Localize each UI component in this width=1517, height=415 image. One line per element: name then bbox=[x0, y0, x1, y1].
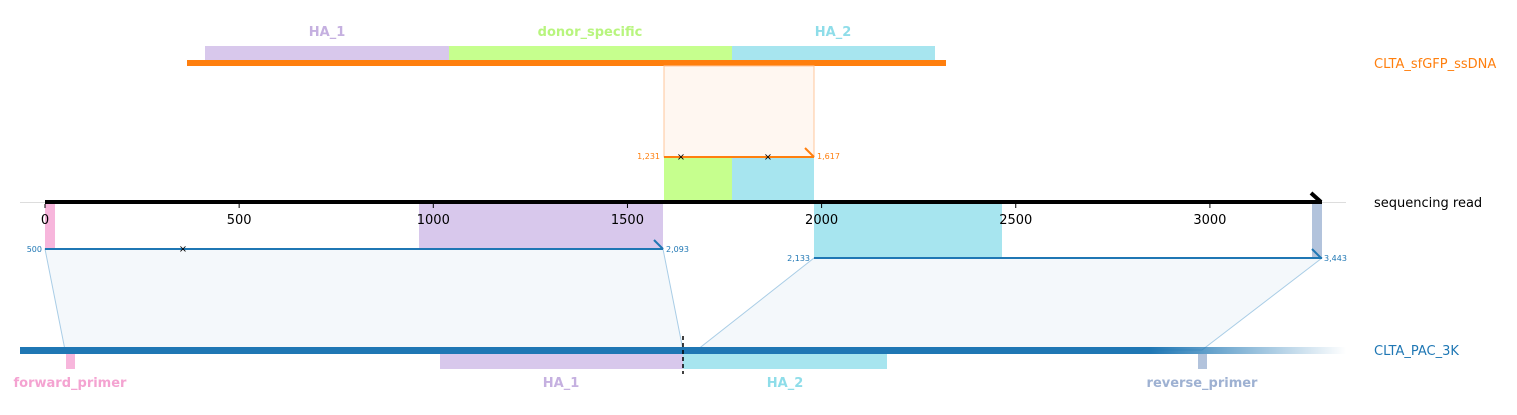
read-axis-tick-label: 1500 bbox=[611, 213, 644, 228]
target-feature-label-reverse-primer: reverse_primer bbox=[1147, 376, 1259, 391]
donor-alignment: × × 1,231 1,617 bbox=[637, 65, 840, 202]
target-feature-label-forward-primer: forward_primer bbox=[14, 376, 128, 391]
read-axis-tick-label: 0 bbox=[41, 213, 49, 228]
read-feature-forward-primer bbox=[45, 204, 55, 249]
read-axis-tick-label: 2500 bbox=[999, 213, 1032, 228]
target-alignment-2-shade bbox=[695, 257, 1324, 351]
donor-feature-label-ha1: HA_1 bbox=[309, 25, 346, 40]
donor-feature-label-donor-specific: donor_specific bbox=[538, 25, 643, 40]
read-arrowhead bbox=[1309, 191, 1323, 204]
read-feature-ha1 bbox=[419, 204, 663, 249]
read-axis-tick-label: 3000 bbox=[1193, 213, 1226, 228]
target-alignments: × 500 2,093 2,133 3,443 bbox=[27, 239, 1347, 351]
donor-reference-line bbox=[187, 60, 946, 66]
read-track: 0 500 1000 1500 2000 2500 3000 sequencing read bbox=[20, 191, 1482, 258]
donor-alignment-start-label: 1,231 bbox=[637, 152, 660, 161]
target-feature-forward-primer bbox=[66, 354, 75, 369]
donor-alignment-shade bbox=[663, 65, 815, 158]
read-feature-ha2 bbox=[814, 204, 1002, 258]
target-alignment-1-start-label: 500 bbox=[27, 245, 42, 254]
read-feature-ha2-donor bbox=[732, 157, 814, 202]
target-alignment-1-shade bbox=[44, 248, 684, 351]
read-feature-donor-specific bbox=[664, 157, 732, 202]
target-feature-ha1 bbox=[440, 354, 683, 369]
target-feature-label-ha1: HA_1 bbox=[543, 376, 580, 391]
target-alignment-2-end-label: 3,443 bbox=[1324, 254, 1347, 263]
target-alignment-2-end-tick bbox=[1311, 248, 1322, 259]
target-reference-line-fade bbox=[1150, 347, 1346, 354]
target-alignment-1-mismatch: × bbox=[179, 244, 187, 255]
donor-feature-label-ha2: HA_2 bbox=[815, 25, 852, 40]
donor-feature-ha1 bbox=[205, 46, 449, 60]
donor-alignment-mismatch: × bbox=[764, 152, 772, 163]
target-reference-line bbox=[20, 347, 1150, 354]
target-alignment-1-end-tick bbox=[653, 239, 664, 250]
target-feature-reverse-primer bbox=[1198, 354, 1207, 369]
target-track-label: CLTA_PAC_3K bbox=[1374, 344, 1459, 359]
donor-alignment-end-label: 1,617 bbox=[817, 152, 840, 161]
target-track: forward_primer HA_1 HA_2 reverse_primer … bbox=[14, 336, 1459, 391]
donor-alignment-end-tick bbox=[804, 147, 815, 158]
donor-alignment-mismatch: × bbox=[677, 152, 685, 163]
donor-track-label: CLTA_sfGFP_ssDNA bbox=[1374, 57, 1496, 72]
read-feature-reverse-primer bbox=[1312, 204, 1322, 258]
read-axis-tick-label: 500 bbox=[227, 213, 252, 228]
target-feature-label-ha2: HA_2 bbox=[767, 376, 804, 391]
target-alignment-2-start-label: 2,133 bbox=[787, 254, 810, 263]
read-axis-tick-label: 1000 bbox=[417, 213, 450, 228]
read-track-label: sequencing read bbox=[1374, 196, 1482, 211]
donor-feature-ha2 bbox=[732, 46, 935, 60]
target-alignment-1-end-label: 2,093 bbox=[666, 245, 689, 254]
read-axis-tick-label: 2000 bbox=[805, 213, 838, 228]
target-feature-ha2 bbox=[683, 354, 887, 369]
read-axis-ticks: 0 500 1000 1500 2000 2500 3000 bbox=[41, 204, 1226, 228]
donor-feature-donor-specific bbox=[449, 46, 732, 60]
donor-track: HA_1 donor_specific HA_2 CLTA_sfGFP_ssDN… bbox=[187, 25, 1496, 72]
